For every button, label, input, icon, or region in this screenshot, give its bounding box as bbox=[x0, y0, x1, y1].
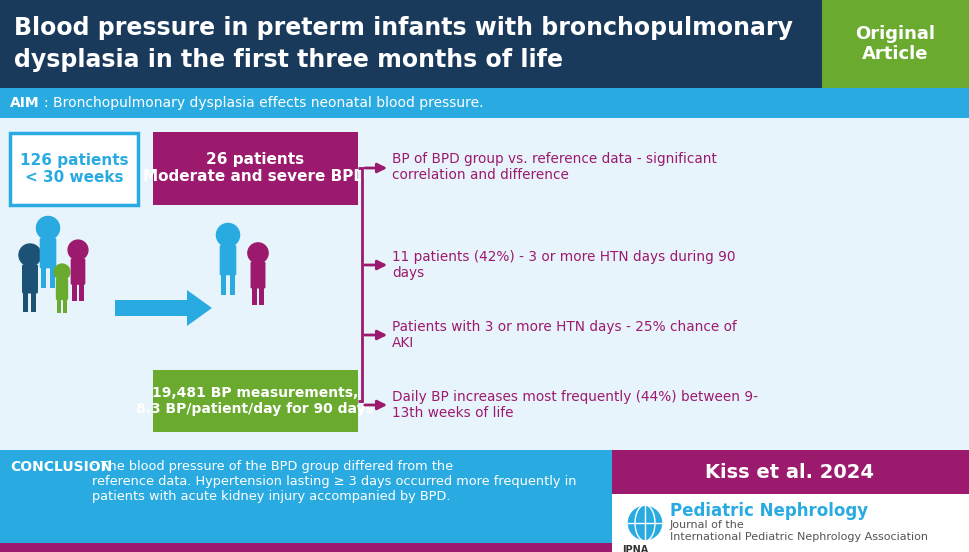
Text: 19,481 BP measurements,
8.3 BP/patient/day for 90 days: 19,481 BP measurements, 8.3 BP/patient/d… bbox=[136, 386, 374, 416]
Bar bbox=[32, 292, 37, 312]
Bar bbox=[23, 292, 28, 312]
Bar bbox=[221, 274, 227, 295]
Text: Patients with 3 or more HTN days - 25% chance of
AKI: Patients with 3 or more HTN days - 25% c… bbox=[392, 320, 736, 350]
Bar bbox=[0, 450, 612, 545]
Bar bbox=[612, 494, 969, 552]
Text: CONCLUSION: CONCLUSION bbox=[10, 460, 112, 474]
Text: Pediatric Nephrology: Pediatric Nephrology bbox=[670, 502, 868, 520]
FancyBboxPatch shape bbox=[56, 278, 68, 300]
Bar bbox=[63, 299, 67, 313]
Text: BP of BPD group vs. reference data - significant
correlation and difference: BP of BPD group vs. reference data - sig… bbox=[392, 152, 717, 182]
Bar bbox=[260, 287, 264, 305]
FancyBboxPatch shape bbox=[71, 258, 85, 285]
Text: 126 patients
< 30 weeks: 126 patients < 30 weeks bbox=[19, 153, 128, 185]
Bar bbox=[57, 299, 61, 313]
Circle shape bbox=[68, 240, 88, 260]
FancyBboxPatch shape bbox=[40, 238, 56, 268]
Bar bbox=[0, 543, 612, 552]
FancyBboxPatch shape bbox=[153, 370, 358, 432]
Text: : Bronchopulmonary dysplasia effects neonatal blood pressure.: : Bronchopulmonary dysplasia effects neo… bbox=[44, 96, 484, 110]
Bar bbox=[72, 283, 77, 301]
Bar bbox=[0, 118, 969, 452]
Text: Original
Article: Original Article bbox=[855, 25, 935, 63]
Text: : The blood pressure of the BPD group differed from the
reference data. Hyperten: : The blood pressure of the BPD group di… bbox=[92, 460, 577, 503]
Bar bbox=[41, 267, 47, 288]
Text: Journal of the
International Pediatric Nephrology Association: Journal of the International Pediatric N… bbox=[670, 520, 928, 542]
Text: 11 patients (42%) - 3 or more HTN days during 90
days: 11 patients (42%) - 3 or more HTN days d… bbox=[392, 250, 735, 280]
Bar bbox=[822, 0, 969, 88]
Circle shape bbox=[54, 264, 70, 280]
Circle shape bbox=[248, 243, 268, 263]
Text: Blood pressure in preterm infants with bronchopulmonary: Blood pressure in preterm infants with b… bbox=[14, 16, 793, 40]
Bar bbox=[79, 283, 84, 301]
FancyBboxPatch shape bbox=[153, 132, 358, 205]
FancyBboxPatch shape bbox=[10, 133, 138, 205]
Bar bbox=[252, 287, 257, 305]
Text: dysplasia in the first three months of life: dysplasia in the first three months of l… bbox=[14, 48, 563, 72]
FancyBboxPatch shape bbox=[22, 264, 38, 294]
FancyBboxPatch shape bbox=[251, 262, 266, 289]
Text: IPNA: IPNA bbox=[622, 545, 648, 552]
FancyBboxPatch shape bbox=[0, 73, 825, 105]
Circle shape bbox=[19, 244, 41, 266]
FancyBboxPatch shape bbox=[220, 245, 236, 275]
Bar bbox=[612, 450, 969, 494]
Text: Daily BP increases most frequently (44%) between 9-
13th weeks of life: Daily BP increases most frequently (44%)… bbox=[392, 390, 758, 420]
Bar bbox=[0, 0, 969, 88]
Polygon shape bbox=[187, 290, 212, 326]
Text: 26 patients
Moderate and severe BPD: 26 patients Moderate and severe BPD bbox=[143, 152, 366, 184]
Text: AIM: AIM bbox=[10, 96, 40, 110]
Circle shape bbox=[216, 224, 239, 247]
Bar bbox=[230, 274, 234, 295]
Text: Kiss et al. 2024: Kiss et al. 2024 bbox=[705, 463, 874, 481]
Circle shape bbox=[37, 216, 59, 240]
Circle shape bbox=[627, 505, 663, 541]
Bar bbox=[0, 88, 969, 118]
Bar bbox=[115, 300, 187, 316]
Bar bbox=[49, 267, 55, 288]
